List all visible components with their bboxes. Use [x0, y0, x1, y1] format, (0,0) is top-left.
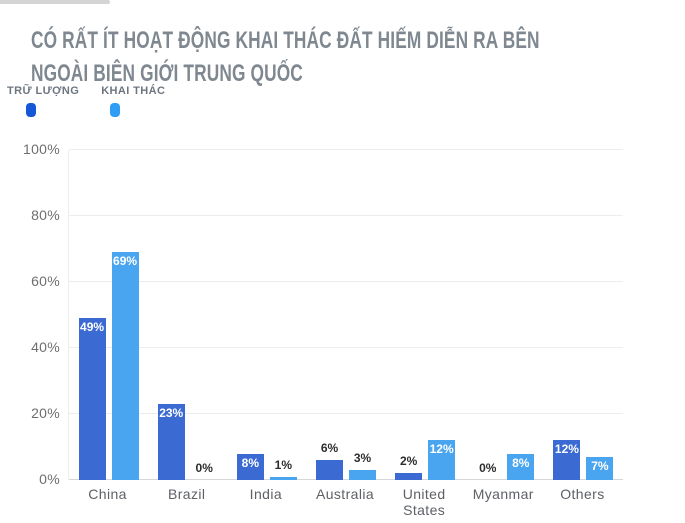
- mining-bar: 12%: [428, 440, 456, 480]
- bar-value-label: 2%: [399, 454, 418, 469]
- legend-label-mining: KHAI THÁC: [101, 85, 166, 97]
- bar-group: 8% 1%: [227, 150, 306, 480]
- legend-item-reserves: TRỮ LƯỢNG: [7, 85, 79, 117]
- bar-value-label: 8%: [241, 455, 260, 470]
- x-category-label: United States: [402, 486, 446, 518]
- y-tick-label: 100%: [22, 141, 60, 157]
- mining-bar: 8%: [507, 453, 535, 480]
- legend-item-mining: KHAI THÁC: [101, 85, 165, 117]
- reserves-bar: 6%: [315, 441, 343, 480]
- bar-value-label: 6%: [320, 441, 339, 456]
- page-title-line2: NGOÀI BIÊN GIỚI TRUNG QUỐC: [31, 60, 303, 87]
- bar-value-label: 8%: [512, 455, 530, 470]
- x-category-label: Brazil: [168, 486, 206, 502]
- x-category-label: Myanmar: [472, 486, 534, 502]
- y-tick-label: 0%: [39, 471, 60, 487]
- reserves-bar: 2%: [395, 454, 423, 480]
- x-category-label: India: [249, 486, 283, 502]
- reserves-bar: 12%: [553, 440, 581, 480]
- bar-group: 23% 0%: [148, 150, 227, 480]
- legend-swatch-mining-icon: [110, 103, 121, 117]
- legend: TRỮ LƯỢNG KHAI THÁC: [7, 85, 165, 117]
- bar-group: 2% 12%: [386, 150, 465, 480]
- gridline: [69, 215, 623, 216]
- bar-value-label: 1%: [274, 457, 293, 472]
- bar-value-label: 12%: [554, 442, 579, 457]
- bar-value-label: 0%: [195, 461, 213, 475]
- x-category-label: Australia: [315, 486, 375, 502]
- window-edge-artifact: [0, 0, 110, 4]
- mining-bar: 69%: [111, 252, 139, 480]
- bar-value-label: 12%: [429, 442, 454, 457]
- y-tick-label: 80%: [31, 207, 60, 223]
- reserves-bar: 49%: [78, 318, 106, 480]
- gridline: [69, 479, 623, 480]
- gridline: [69, 413, 623, 414]
- bar-group: 49% 69%: [69, 150, 148, 480]
- legend-label-reserves: TRỮ LƯỢNG: [7, 85, 80, 97]
- bar-group: 0% 8%: [465, 150, 544, 480]
- bar-group: 12% 7%: [544, 150, 623, 480]
- bar-value-label: 0%: [479, 461, 497, 475]
- gridline: [69, 281, 623, 282]
- x-category-label: Others: [560, 486, 605, 502]
- plot-area: 49% 69% 23% 0% 8% 1% 6% 3% 2% 12% 0% 8% 12% 7%: [68, 149, 623, 480]
- bar-value-label: 7%: [591, 458, 609, 473]
- gridline: [69, 149, 623, 150]
- bar-group: 6% 3%: [306, 150, 385, 480]
- mining-bar: 7%: [586, 456, 614, 480]
- bar-value-label: 23%: [159, 406, 184, 421]
- mining-bar: 3%: [348, 451, 376, 480]
- mining-bar: 1%: [269, 458, 297, 480]
- page-title: CÓ RẤT ÍT HOẠT ĐỘNG KHAI THÁC ĐẤT HIẾM D…: [31, 24, 540, 90]
- bar-value-label: 69%: [113, 254, 138, 269]
- y-tick-label: 20%: [31, 405, 60, 421]
- bar-value-label: 49%: [80, 320, 105, 335]
- y-tick-label: 60%: [31, 273, 60, 289]
- reserves-bar: 8%: [236, 453, 264, 480]
- x-category-label: China: [88, 486, 127, 502]
- legend-swatch-reserves-icon: [26, 103, 36, 117]
- bar-value-label: 3%: [353, 451, 372, 466]
- gridline: [69, 347, 623, 348]
- y-tick-label: 40%: [31, 339, 60, 355]
- reserves-bar: 23%: [157, 404, 185, 480]
- page-title-line1: CÓ RẤT ÍT HOẠT ĐỘNG KHAI THÁC ĐẤT HIẾM D…: [31, 27, 540, 54]
